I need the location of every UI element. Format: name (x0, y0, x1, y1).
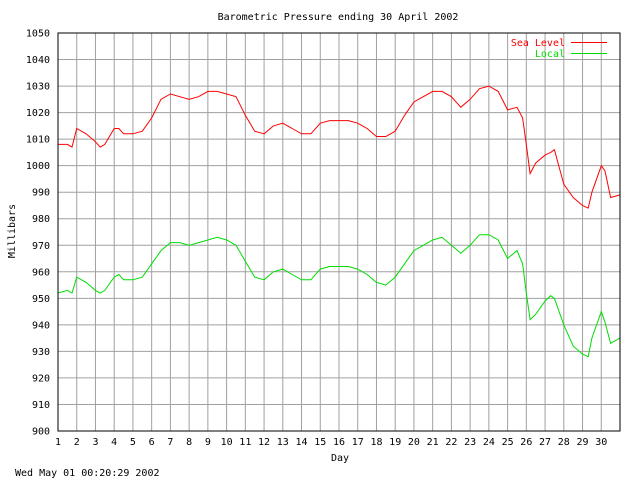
x-tick-label: 19 (389, 437, 401, 448)
legend-label: Local (535, 49, 565, 60)
y-tick-label: 1010 (26, 135, 50, 146)
x-tick-label: 10 (221, 437, 233, 448)
y-axis-label: Millibars (7, 204, 18, 258)
x-tick-label: 12 (258, 437, 270, 448)
x-tick-label: 1 (55, 437, 61, 448)
y-tick-label: 950 (32, 294, 50, 305)
x-tick-label: 4 (111, 437, 117, 448)
x-tick-label: 24 (483, 437, 495, 448)
y-tick-label: 930 (32, 347, 50, 358)
y-tick-label: 940 (32, 320, 50, 331)
plot-border (57, 32, 621, 432)
x-tick-label: 30 (595, 437, 607, 448)
y-tick-labels: 900 910 920 930 940 950 960 970 980 990 1000 1010 10… (26, 29, 50, 438)
x-tick-label: 25 (502, 437, 514, 448)
x-tick-label: 17 (352, 437, 364, 448)
x-tick-label: 27 (539, 437, 551, 448)
x-tick-label: 6 (149, 437, 155, 448)
x-tick-labels: 1 2 3 4 5 6 7 8 9 10 11 12 13 14 15 16 17 18 19 20 21 22 23 24 2… (55, 437, 607, 448)
x-tick-label: 7 (167, 437, 173, 448)
y-tick-label: 900 (32, 427, 50, 438)
series-line-sea-level (58, 85, 621, 209)
y-tick-label: 920 (32, 373, 50, 384)
y-tick-label: 1020 (26, 108, 50, 119)
y-tick-label: 910 (32, 400, 50, 411)
x-tick-label: 2 (74, 437, 80, 448)
x-tick-label: 15 (314, 437, 326, 448)
y-tick-label: 1050 (26, 29, 50, 40)
x-tick-label: 14 (296, 437, 308, 448)
x-tick-label: 8 (186, 437, 192, 448)
grid (57, 32, 620, 432)
x-tick-label: 3 (92, 437, 98, 448)
x-tick-label: 23 (464, 437, 476, 448)
x-tick-label: 9 (205, 437, 211, 448)
x-tick-label: 22 (445, 437, 457, 448)
x-tick-label: 20 (408, 437, 420, 448)
legend-label: Sea Level (511, 38, 565, 49)
chart-title: Barometric Pressure ending 30 April 2002 (218, 12, 459, 23)
x-tick-label: 28 (558, 437, 570, 448)
timestamp: Wed May 01 00:20:29 2002 (15, 468, 160, 479)
x-tick-label: 13 (277, 437, 289, 448)
y-tick-label: 980 (32, 214, 50, 225)
x-tick-label: 18 (370, 437, 382, 448)
series-lines (57, 85, 621, 358)
x-tick-label: 5 (130, 437, 136, 448)
y-tick-label: 960 (32, 267, 50, 278)
series-line-local (57, 234, 621, 358)
y-tick-label: 990 (32, 188, 50, 199)
x-tick-label: 21 (427, 437, 439, 448)
x-tick-label: 26 (520, 437, 532, 448)
x-tick-label: 11 (239, 437, 251, 448)
y-tick-label: 1030 (26, 82, 50, 93)
y-tick-label: 1040 (26, 55, 50, 66)
x-axis-label: Day (331, 453, 349, 464)
x-tick-label: 16 (333, 437, 345, 448)
x-tick-label: 29 (577, 437, 589, 448)
y-tick-label: 970 (32, 241, 50, 252)
y-tick-label: 1000 (26, 161, 50, 172)
